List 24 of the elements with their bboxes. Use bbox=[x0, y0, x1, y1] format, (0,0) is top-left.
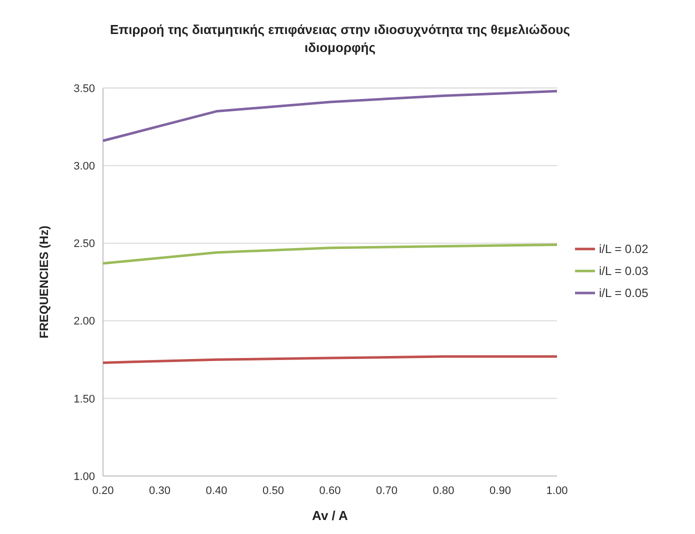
line-series bbox=[102, 244, 558, 265]
x-tick-label: 0.50 bbox=[262, 485, 284, 497]
y-tick-label: 1.50 bbox=[74, 393, 95, 406]
line-series bbox=[102, 90, 558, 142]
legend-label: i/L = 0.05 bbox=[599, 286, 649, 300]
x-tick-label: 0.70 bbox=[376, 485, 398, 497]
x-tick-label: 0.90 bbox=[490, 485, 511, 497]
x-tick-label: 1.00 bbox=[546, 485, 568, 497]
line-series bbox=[102, 355, 558, 364]
y-tick-label: 3.50 bbox=[74, 82, 95, 95]
x-tick-label: 0.20 bbox=[92, 485, 114, 497]
y-tick-label: 2.00 bbox=[74, 316, 95, 328]
y-tick-label: 2.50 bbox=[74, 238, 95, 250]
chart-title: Επιρροή της διατμητικής επιφάνειας στην ιδιοσυχνότητα της θεμελιώδους ιδιομορφής bbox=[110, 22, 570, 55]
legend-label: i/L = 0.03 bbox=[599, 264, 649, 278]
y-tick-label: 3.00 bbox=[74, 160, 95, 172]
y-tick-label: 1.00 bbox=[74, 470, 95, 483]
x-tick-label: 0.60 bbox=[319, 485, 341, 497]
legend-label: i/L = 0.02 bbox=[599, 242, 649, 256]
x-axis-title: Av / A bbox=[312, 508, 349, 523]
y-axis-title: FREQUENCIES (Hz) bbox=[37, 226, 51, 338]
x-tick-label: 0.30 bbox=[149, 485, 170, 497]
x-tick-label: 0.40 bbox=[206, 485, 228, 497]
x-tick-label: 0.80 bbox=[432, 485, 454, 497]
